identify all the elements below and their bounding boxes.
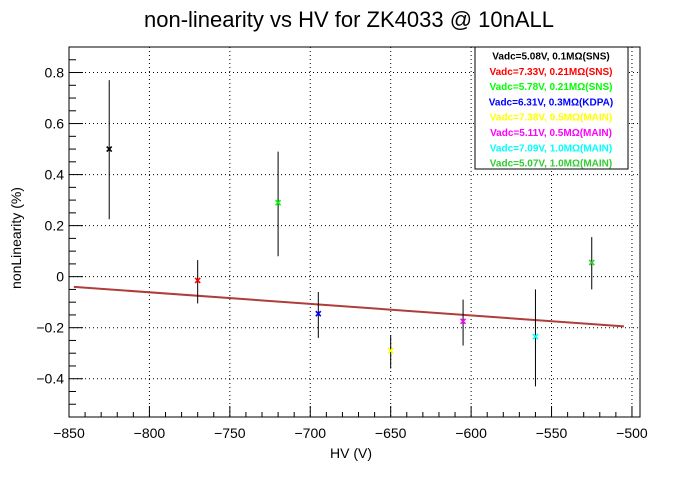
data-point-group bbox=[315, 291, 322, 338]
legend-box bbox=[474, 46, 629, 170]
legend-entry-label: Vadc=7.09V, 1.0MΩ(MAIN) bbox=[490, 143, 612, 154]
points-layer bbox=[106, 80, 595, 387]
data-point-marker bbox=[460, 318, 467, 325]
x-tick-label: −550 bbox=[536, 425, 568, 441]
legend: Vadc=5.08V, 0.1MΩ(SNS) Vadc=7.33V, 0.21MΩ… bbox=[474, 46, 629, 170]
y-tick-label: 0 bbox=[56, 269, 64, 285]
x-tick-label: −650 bbox=[375, 425, 407, 441]
data-point-group bbox=[588, 237, 595, 290]
x-tick-label: −800 bbox=[134, 425, 166, 441]
data-point-marker bbox=[275, 199, 282, 206]
data-point-group bbox=[106, 80, 113, 220]
data-point-group bbox=[275, 151, 282, 257]
data-point-group bbox=[460, 299, 467, 346]
y-tick-label: 0.2 bbox=[45, 218, 65, 234]
legend-entry-label: Vadc=7.33V, 0.21MΩ(SNS) bbox=[490, 67, 613, 78]
ticks-layer: −850 −800 −750 −700 −650 −600 −550 −500 −0.4 −0.2… bbox=[36, 46, 648, 441]
data-point-marker bbox=[106, 146, 113, 153]
x-axis-title: HV (V) bbox=[330, 445, 372, 461]
y-tick-label: 0.6 bbox=[45, 116, 65, 132]
data-point-marker bbox=[588, 259, 595, 266]
chart-title: non-linearity vs HV for ZK4033 @ 10nALL bbox=[144, 7, 554, 32]
legend-entry-label: Vadc=5.07V, 1.0MΩ(MAIN) bbox=[490, 159, 612, 170]
x-tick-label: −850 bbox=[53, 425, 85, 441]
y-tick-label: 0.8 bbox=[45, 65, 65, 81]
fit-line bbox=[73, 285, 624, 328]
y-axis-title: nonLinearity (%) bbox=[8, 187, 24, 289]
data-point-marker bbox=[387, 347, 394, 354]
data-point-group bbox=[387, 335, 394, 369]
y-tick-label: −0.2 bbox=[36, 320, 64, 336]
y-tick-label: −0.4 bbox=[36, 371, 64, 387]
legend-entry-label: Vadc=5.78V, 0.21MΩ(SNS) bbox=[490, 82, 613, 93]
data-point-marker bbox=[194, 277, 201, 284]
data-point-group bbox=[194, 260, 201, 304]
fit-layer bbox=[73, 285, 624, 328]
y-tick-label: 0.4 bbox=[45, 167, 65, 183]
x-tick-label: −750 bbox=[214, 425, 246, 441]
data-point-marker bbox=[315, 310, 322, 317]
legend-entry-label: Vadc=5.11V, 0.5MΩ(MAIN) bbox=[490, 128, 612, 139]
data-point-group bbox=[532, 289, 539, 387]
x-tick-label: −700 bbox=[294, 425, 326, 441]
legend-entry-label: Vadc=7.38V, 0.5MΩ(MAIN) bbox=[490, 113, 612, 124]
x-tick-label: −500 bbox=[616, 425, 648, 441]
legend-entries: Vadc=5.08V, 0.1MΩ(SNS) Vadc=7.33V, 0.21MΩ… bbox=[489, 52, 613, 170]
data-point-marker bbox=[532, 333, 539, 340]
legend-entry-label: Vadc=5.08V, 0.1MΩ(SNS) bbox=[492, 52, 609, 63]
plot-frame bbox=[68, 46, 641, 418]
legend-entry-label: Vadc=6.31V, 0.3MΩ(KDPA) bbox=[489, 97, 613, 108]
x-tick-label: −600 bbox=[455, 425, 487, 441]
